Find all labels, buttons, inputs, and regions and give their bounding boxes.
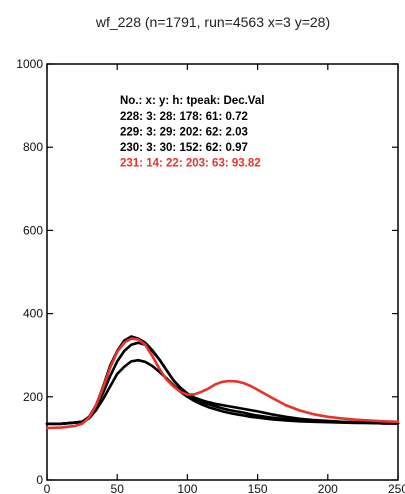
legend-entry: 229: 3: 29: 202: 62: 2.03: [120, 127, 248, 139]
x-tick-label: 0: [44, 482, 51, 494]
series-line: [45, 358, 400, 426]
series-lines: [45, 335, 400, 430]
y-tick-label: 0: [36, 473, 43, 487]
plot-frame: [46, 63, 399, 481]
legend: No.: x: y: h: tpeak: Dec.Val 228: 3: 28:…: [120, 95, 264, 170]
y-tick-label: 200: [23, 390, 43, 404]
legend-header: No.: x: y: h: tpeak: Dec.Val: [120, 95, 264, 107]
legend-entry: 230: 3: 30: 152: 62: 0.97: [120, 142, 248, 154]
y-tick-label: 1000: [16, 57, 43, 71]
chart-title: wf_228 (n=1791, run=4563 x=3 y=28): [95, 14, 330, 30]
series-line: [45, 337, 400, 430]
y-tick-label: 800: [23, 140, 43, 154]
x-tick-label: 50: [111, 482, 125, 494]
y-tick-label: 400: [23, 307, 43, 321]
y-tick-label: 600: [23, 223, 43, 237]
axis-ticks: 0 50 100 150 200 250 0 200 400 600 800 1000: [16, 57, 405, 494]
x-tick-label: 100: [177, 482, 197, 494]
legend-entry: 228: 3: 28: 178: 61: 0.72: [120, 111, 248, 123]
x-tick-label: 200: [318, 482, 338, 494]
legend-entry: 231: 14: 22: 203: 63: 93.82: [120, 158, 261, 170]
x-tick-label: 150: [248, 482, 268, 494]
x-tick-label: 250: [388, 482, 405, 494]
